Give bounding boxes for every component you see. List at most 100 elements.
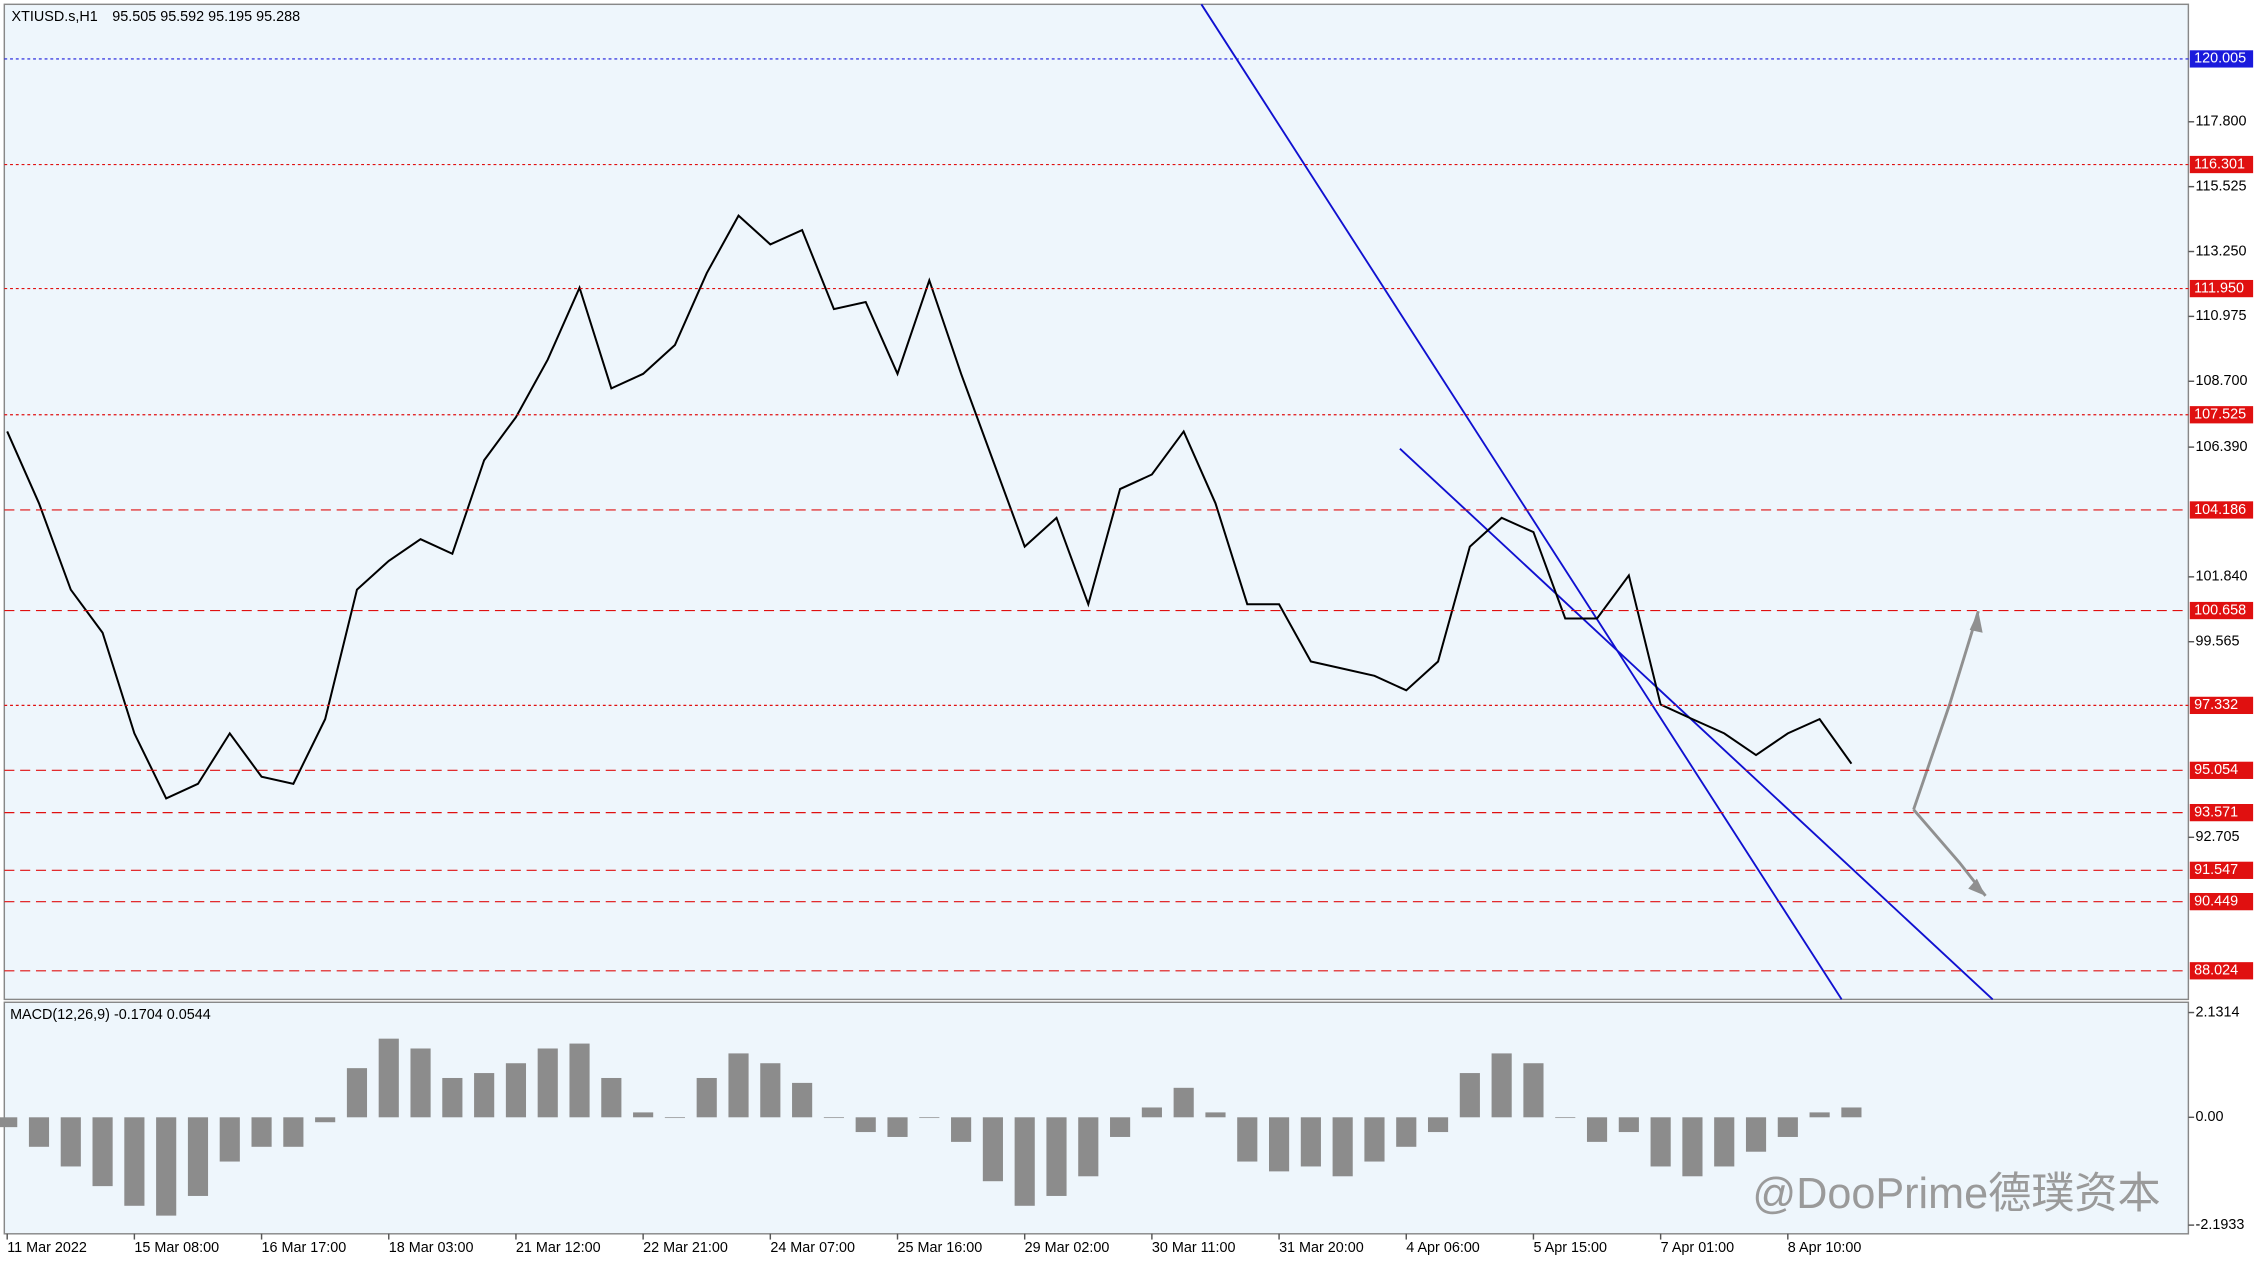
y-tick-label: 113.250	[2196, 243, 2247, 259]
level-label: 107.525	[2194, 407, 2246, 423]
macd-bar	[28, 1117, 50, 1147]
macd-bar	[1364, 1117, 1385, 1162]
macd-bar	[92, 1117, 113, 1187]
level-label: 116.301	[2194, 156, 2245, 172]
macd-bar	[1586, 1117, 1608, 1142]
macd-bar	[664, 1117, 686, 1119]
y-tick-label: 92.705	[2196, 829, 2240, 845]
arrow-up	[1912, 610, 1980, 811]
level-label: 93.571	[2194, 804, 2238, 820]
macd-bar	[951, 1117, 972, 1142]
macd-bar	[601, 1077, 622, 1118]
y-tick-label: 108.700	[2196, 373, 2248, 389]
y-tick-label: 99.565	[2196, 634, 2240, 650]
x-tick-label: 18 Mar 03:00	[389, 1240, 474, 1256]
macd-bar	[537, 1048, 558, 1118]
macd-bar	[187, 1117, 209, 1196]
macd-bar	[219, 1117, 240, 1162]
x-tick-label: 29 Mar 02:00	[1025, 1240, 1110, 1256]
y-tick-label: 110.975	[2196, 308, 2247, 324]
channel-line	[1200, 3, 1843, 1000]
x-tick-label: 24 Mar 07:00	[770, 1240, 855, 1256]
level-label: 111.950	[2194, 280, 2244, 296]
macd-bar	[1491, 1053, 1512, 1118]
level-label-box	[2189, 893, 2254, 911]
macd-bar	[1459, 1073, 1480, 1118]
macd-bar	[1205, 1112, 1226, 1118]
macd-bar	[569, 1043, 590, 1118]
macd-bar	[124, 1117, 145, 1206]
macd-bar	[1523, 1063, 1544, 1118]
x-tick-label: 25 Mar 16:00	[898, 1240, 983, 1256]
macd-bar	[0, 1117, 18, 1128]
macd-bar	[156, 1117, 177, 1216]
channel-line	[1399, 447, 1994, 1001]
header-ohlc: 95.505 95.592 95.195 95.288	[112, 9, 300, 25]
macd-bar	[1110, 1117, 1131, 1137]
macd-bar	[919, 1117, 940, 1119]
y-tick-label: -2.1933	[2196, 1217, 2245, 1233]
y-tick-label: 101.840	[2196, 569, 2248, 585]
macd-bar	[60, 1117, 81, 1167]
x-tick-label: 31 Mar 20:00	[1279, 1240, 1364, 1256]
macd-bar	[633, 1112, 654, 1118]
macd-bar	[792, 1082, 813, 1118]
level-label-box	[2189, 601, 2254, 620]
level-label: 95.054	[2194, 762, 2238, 778]
macd-bar	[1300, 1117, 1321, 1167]
level-label-box	[2189, 50, 2254, 68]
macd-bar	[1809, 1112, 1830, 1118]
y-tick-label: 115.525	[2196, 178, 2247, 194]
macd-bar	[887, 1117, 908, 1137]
macd-bar	[855, 1117, 876, 1133]
macd-bar	[696, 1077, 717, 1118]
level-label-box	[2189, 962, 2254, 980]
x-tick-label: 5 Apr 15:00	[1533, 1240, 1607, 1256]
macd-bar	[346, 1068, 368, 1118]
macd-bar	[1841, 1107, 1862, 1118]
level-label: 100.658	[2194, 602, 2246, 618]
header-symbol: XTIUSD.s,H1	[12, 9, 98, 25]
macd-bar	[1332, 1117, 1353, 1177]
macd-bar	[1714, 1117, 1735, 1167]
level-label: 91.547	[2194, 862, 2238, 878]
macd-bar	[728, 1053, 749, 1118]
price-line	[6, 213, 1853, 800]
macd-bar	[1046, 1117, 1067, 1196]
x-tick-label: 11 Mar 2022	[7, 1240, 87, 1256]
macd-bar	[1237, 1117, 1258, 1162]
arrow-head	[1968, 878, 1986, 896]
level-label-box	[2189, 803, 2254, 822]
level-label: 120.005	[2194, 51, 2246, 67]
macd-bar	[1682, 1117, 1703, 1177]
y-tick-label: 2.1314	[2196, 1004, 2240, 1020]
macd-bar	[1427, 1117, 1449, 1133]
level-label: 90.449	[2194, 893, 2238, 909]
macd-bar	[1618, 1117, 1639, 1133]
y-tick-label: 117.800	[2196, 114, 2247, 130]
watermark: @DooPrime德璞资本	[1752, 1170, 2160, 1218]
macd-title: MACD(12,26,9) -0.1704 0.0544	[10, 1007, 211, 1023]
macd-bar	[1777, 1117, 1798, 1137]
y-tick-label: 106.390	[2196, 439, 2248, 455]
x-tick-label: 7 Apr 01:00	[1661, 1240, 1735, 1256]
macd-bar	[1141, 1107, 1162, 1118]
macd-bar	[1396, 1117, 1417, 1147]
x-tick-label: 4 Apr 06:00	[1406, 1240, 1480, 1256]
level-label-box	[2189, 501, 2254, 519]
level-label: 104.186	[2194, 502, 2246, 518]
level-label-box	[2189, 696, 2254, 715]
level-label: 88.024	[2194, 963, 2238, 979]
level-label-box	[2189, 155, 2254, 174]
macd-bar	[1173, 1087, 1194, 1118]
macd-bar	[1745, 1117, 1767, 1152]
macd-bar	[1014, 1117, 1035, 1206]
macd-bar	[283, 1117, 304, 1147]
y-tick-label: 0.00	[2196, 1109, 2224, 1125]
macd-bar	[823, 1117, 844, 1119]
macd-bar	[982, 1117, 1003, 1182]
level-label: 97.332	[2194, 697, 2238, 713]
macd-bar	[378, 1038, 399, 1118]
